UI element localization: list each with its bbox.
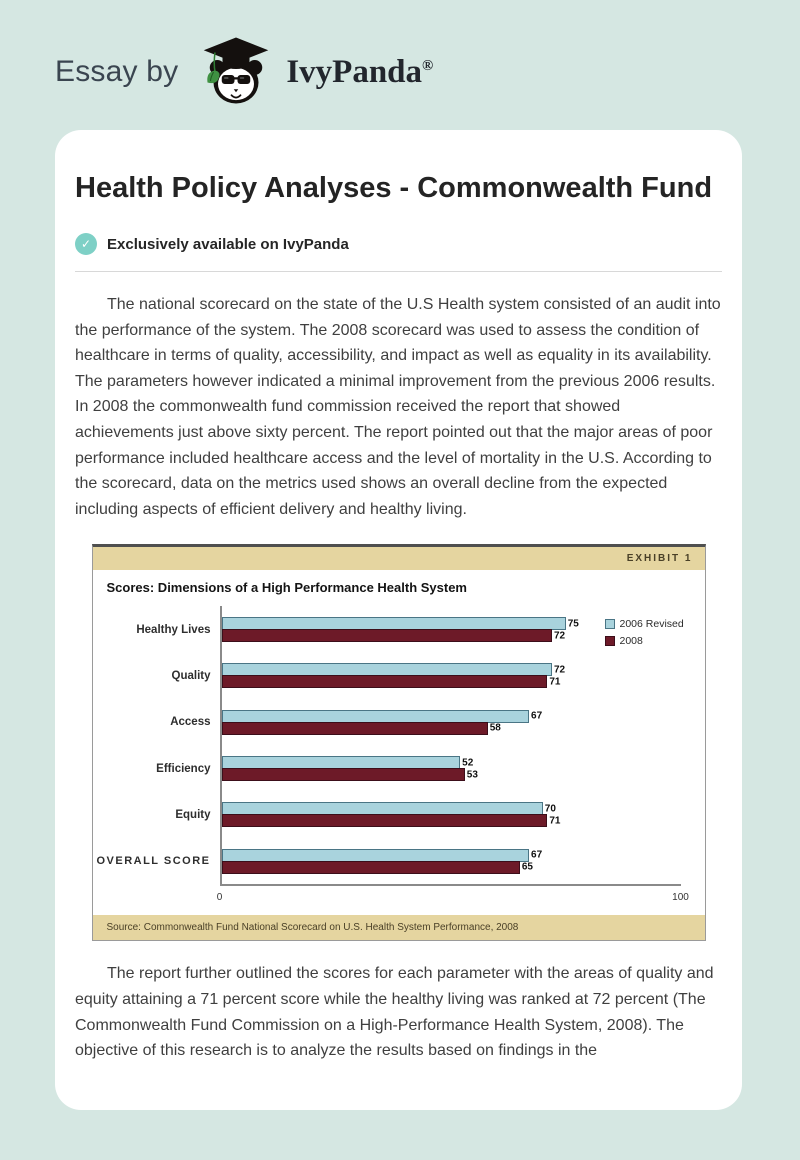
x-tick-label: 0 <box>216 892 223 904</box>
bar-value-label: 58 <box>489 722 501 734</box>
bar-value-label: 70 <box>544 803 556 815</box>
bar-value-label: 75 <box>567 618 579 630</box>
divider <box>75 271 722 273</box>
chart-source: Source: Commonwealth Fund National Score… <box>92 915 705 941</box>
bar-group: Healthy Lives 75 72 <box>136 606 681 652</box>
chart-plot-box: Healthy Lives 75 72 Quality 72 71 Access 67 58 Ef… <box>96 606 681 887</box>
exhibit-band: EXHIBIT 1 <box>92 547 705 571</box>
category-label: Quality <box>171 669 211 682</box>
legend-swatch-icon <box>604 636 615 647</box>
brand-name: IvyPanda <box>286 53 423 90</box>
bar-value-label: 53 <box>466 769 478 781</box>
category-label: Efficiency <box>156 762 211 775</box>
bar-group: Efficiency 52 53 <box>156 745 681 791</box>
bar-value-label: 71 <box>549 815 561 827</box>
bar-group: Quality 72 71 <box>172 653 681 699</box>
essay-by-label: Essay by <box>55 55 179 88</box>
category-label: Healthy Lives <box>136 623 211 636</box>
bar-value-label: 65 <box>521 861 533 873</box>
checkmark-badge-icon: ✓ <box>75 233 97 256</box>
exhibit-chart: EXHIBIT 1 Scores: Dimensions of a High P… <box>91 544 706 942</box>
chart-title: Scores: Dimensions of a High Performance… <box>106 580 468 596</box>
bar-value-label: 52 <box>462 757 474 769</box>
category-label: OVERALL SCORE <box>96 855 211 868</box>
legend-item: 2006 Revised <box>604 618 684 631</box>
bar-value-label: 72 <box>553 630 566 642</box>
legend-item: 2008 <box>604 635 684 648</box>
site-header: Essay by IvyPanda® <box>55 36 433 108</box>
category-label: Equity <box>175 808 211 821</box>
exclusive-label: Exclusively available on IvyPanda <box>107 235 349 253</box>
bar-2008: 71 <box>221 675 561 689</box>
bar-value-label: 71 <box>549 676 561 688</box>
essay-card: Health Policy Analyses - Commonwealth Fu… <box>55 130 742 1110</box>
brand-wordmark: IvyPanda® <box>286 54 433 91</box>
bar-2008: 71 <box>221 814 561 828</box>
chart-x-axis: 0 100 <box>93 886 705 915</box>
ivypanda-panda-logo-icon <box>204 37 269 104</box>
chart-plot: Healthy Lives 75 72 Quality 72 71 Access 67 58 Ef… <box>93 606 705 887</box>
x-tick-label: 100 <box>672 892 689 904</box>
registered-mark: ® <box>422 57 434 74</box>
bar-group: OVERALL SCORE 67 65 <box>96 838 681 884</box>
bar-group: Access 67 58 <box>170 699 681 745</box>
legend-label: 2008 <box>619 635 643 648</box>
bar-2008: 53 <box>221 768 478 782</box>
essay-paragraph-1: The national scorecard on the state of t… <box>75 296 721 518</box>
page-title: Health Policy Analyses - Commonwealth Fu… <box>75 172 713 204</box>
legend-label: 2006 Revised <box>619 618 684 631</box>
essay-paragraph-2: The report further outlined the scores f… <box>75 965 714 1060</box>
bar-group: Equity 70 71 <box>175 792 681 838</box>
chart-legend: 2006 Revised 2008 <box>604 618 684 652</box>
category-label: Access <box>170 716 211 729</box>
exclusive-row: ✓ Exclusively available on IvyPanda <box>75 233 722 256</box>
bar-2008: 65 <box>221 860 533 874</box>
bar-value-label: 67 <box>531 710 543 722</box>
legend-swatch-icon <box>604 619 615 630</box>
bar-2008: 72 <box>221 629 565 643</box>
bar-value-label: 67 <box>531 849 543 861</box>
bar-value-label: 72 <box>553 664 566 676</box>
bar-2008: 58 <box>221 721 501 735</box>
